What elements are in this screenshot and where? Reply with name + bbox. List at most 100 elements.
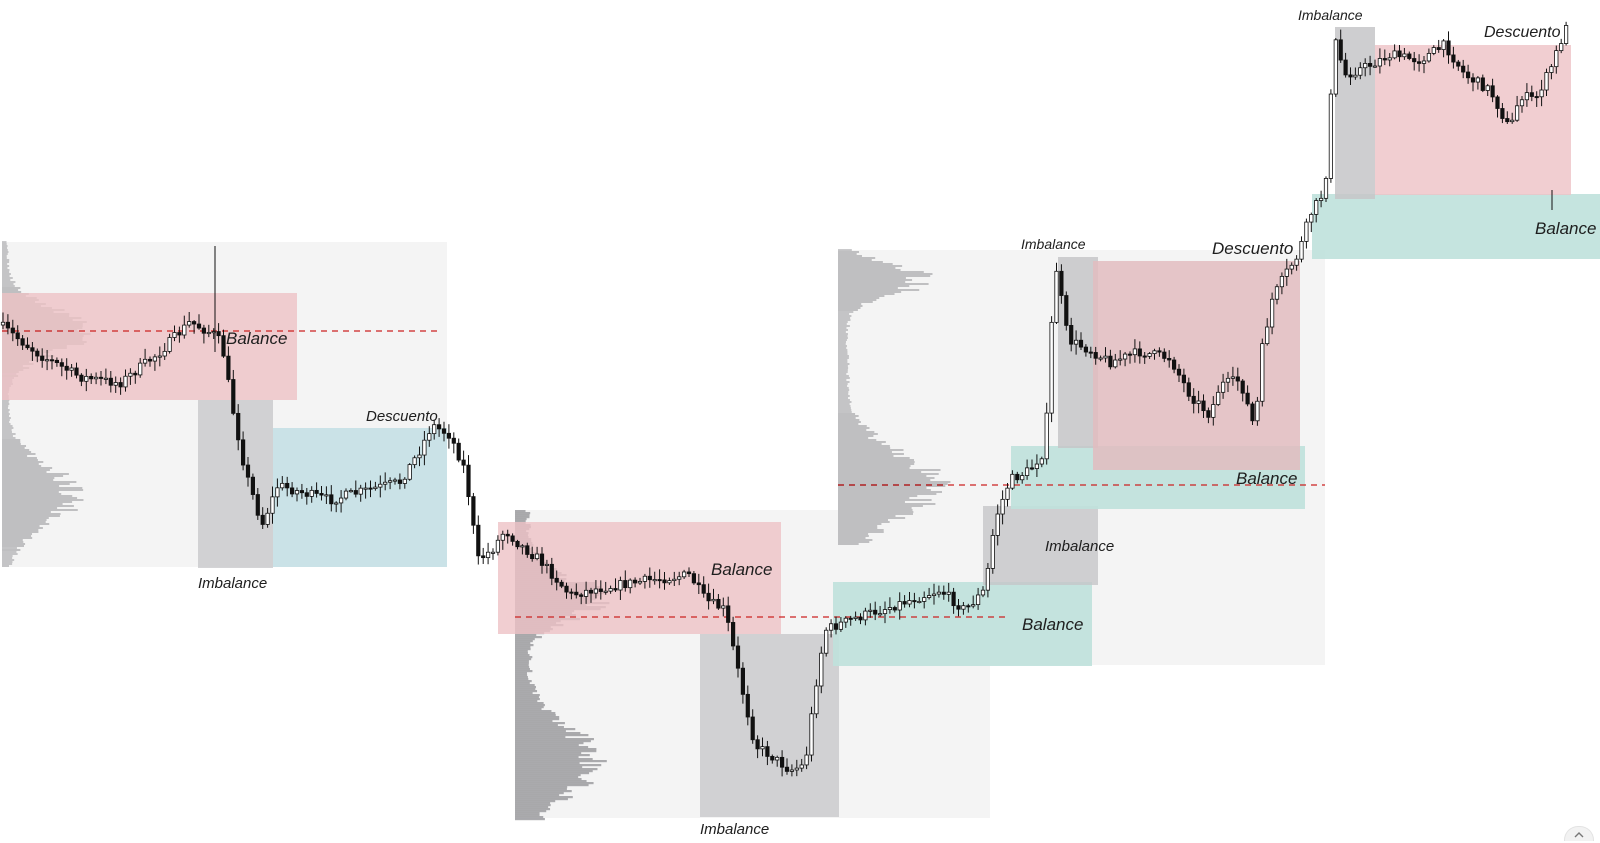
candle-body [1167,358,1172,361]
candle-body [89,375,94,380]
candle-body [255,494,260,516]
candle-body [716,598,721,609]
candle-body [1172,359,1177,370]
candle-body [1500,108,1505,119]
candle-body [236,412,241,441]
candle-body [961,605,966,610]
candle-body [1446,40,1451,56]
candle-body [49,359,55,362]
profile-bar [515,660,529,663]
candle-body [402,478,407,484]
profile-bar [515,680,532,683]
candle-body [559,581,564,587]
candle-body [642,575,648,582]
candle-body [1309,213,1314,223]
profile-bar [515,806,549,809]
candle-body [1436,47,1441,50]
profile-bar [515,738,594,741]
candle-body [647,575,652,581]
zone-label: Imbalance [1021,236,1086,252]
profile-bar [515,812,540,815]
candle-body [721,605,726,609]
candle-body [711,598,716,602]
candle-body [1225,377,1231,383]
candle-body [196,323,202,329]
candle-body [456,442,461,461]
candle-body [755,739,760,750]
candle-body [868,609,873,612]
candle-body [701,584,706,594]
candle-body [1157,350,1162,353]
candle-body [623,580,628,589]
candle-body [1534,96,1539,99]
candle-body [1539,89,1544,98]
candle-body [1039,458,1044,465]
candle-body [1240,380,1245,394]
candle-body [103,377,108,380]
candle-body [1176,368,1182,376]
candle-body [30,347,35,352]
candle-body [1191,395,1196,404]
zone-imbalance-2 [700,634,839,817]
candle-body [775,756,780,761]
candle-body [1147,353,1152,357]
profile-bar [515,668,530,671]
candle-body [848,617,853,620]
candle-body [10,327,15,334]
profile-bar [515,682,530,685]
profile-bar [515,784,589,787]
candle-body [1274,286,1280,300]
profile-bar [515,686,536,689]
zone-label: Imbalance [700,821,769,838]
zone-premium-3 [1093,261,1300,470]
candle-body [191,321,197,325]
candle-body [123,375,128,388]
candle-body [1289,264,1294,270]
candle-body [1431,47,1436,54]
candle-body [853,616,858,619]
candle-body [985,567,991,591]
candle-body [584,589,589,597]
candle-body [765,746,770,757]
candle-body [1397,50,1402,58]
candle-body [59,362,64,367]
candle-body [726,605,731,623]
candle-body [1074,339,1079,345]
candle-body [544,563,550,566]
candle-body [1270,298,1275,328]
candle-body [745,693,750,718]
candle-body [1480,77,1485,91]
candle-body [794,767,799,771]
profile-bar [515,808,551,811]
candle-body [5,321,10,329]
profile-bar [515,684,535,687]
candle-body [417,454,422,459]
candle-body [69,367,74,371]
candle-body [285,482,290,489]
candle-body [657,579,662,582]
candle-body [873,609,878,615]
candle-body [1485,85,1490,91]
candle-body [84,375,89,382]
candle-body [941,591,946,595]
candle-body [133,372,138,376]
candle-body [1564,25,1569,44]
candle-body [471,496,476,526]
candle-body [1118,358,1123,361]
candle-body [667,580,672,584]
candle-body [1284,268,1289,277]
candle-body [1025,467,1030,476]
candle-body [819,652,824,687]
candle-body [1069,325,1074,345]
candle-body [1343,59,1348,76]
zone-label: Imbalance [1045,538,1114,555]
candle-body [838,621,844,630]
profile-bar [515,730,566,733]
candle-body [824,629,829,654]
profile-bar [515,646,531,649]
zone-label: Descuento [1212,239,1293,258]
candle-body [1186,382,1191,397]
poc-lines [2,330,1325,618]
candle-body [451,437,456,444]
candle-body [990,535,995,569]
